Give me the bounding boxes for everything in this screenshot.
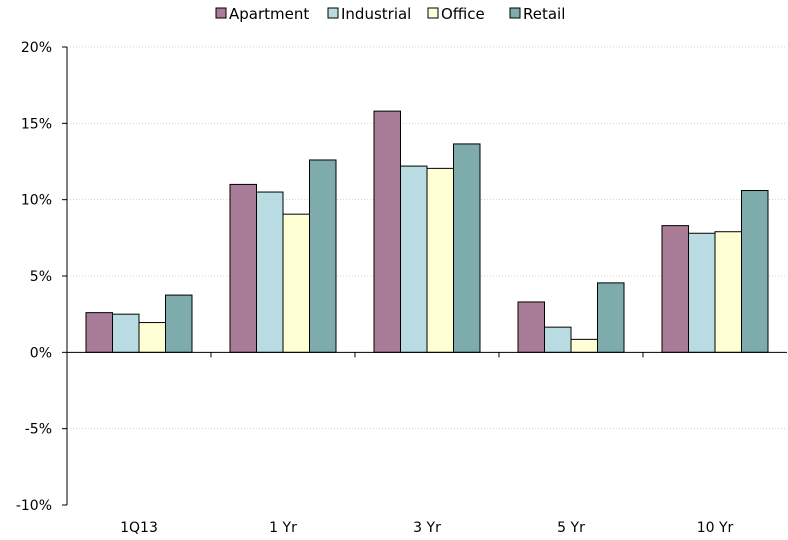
y-tick-label: -5% — [25, 422, 52, 438]
bar-office — [714, 231, 742, 353]
legend-item-industrial: Industrial — [327, 5, 411, 23]
x-tick-label: 3 Yr — [413, 520, 441, 536]
bar-industrial — [400, 165, 428, 353]
bar-office — [282, 213, 310, 353]
bar-office — [426, 167, 454, 353]
bar-apartment — [229, 183, 257, 353]
bar-industrial — [544, 326, 572, 353]
bar-apartment — [373, 110, 401, 353]
legend-swatch — [327, 7, 339, 19]
x-tick-labels: 1Q13 1 Yr 3 Yr 5 Yr 10 Yr — [120, 520, 733, 536]
y-tick-label: 15% — [21, 116, 52, 132]
legend-item-apartment: Apartment — [215, 5, 309, 23]
bar-industrial — [688, 232, 716, 353]
y-tick-label: 20% — [21, 40, 52, 56]
x-tick-label: 1Q13 — [120, 520, 158, 536]
bar-apartment — [85, 312, 113, 353]
bar-retail — [165, 294, 193, 353]
y-tick-labels: 20% 15% 10% 5% 0% -5% -10% — [16, 40, 52, 514]
legend-label: Office — [441, 5, 485, 23]
legend-item-retail: Retail — [509, 5, 565, 23]
x-tick-label: 1 Yr — [269, 520, 297, 536]
bar-industrial — [112, 313, 140, 353]
bar-office — [138, 322, 166, 353]
y-tick-label: 0% — [30, 345, 52, 361]
bar-retail — [309, 159, 337, 353]
bar-apartment — [661, 225, 689, 353]
bars — [85, 110, 769, 353]
bar-retail — [597, 282, 625, 353]
legend-swatch — [509, 7, 521, 19]
legend-label: Industrial — [341, 5, 411, 23]
legend: Apartment Industrial Office Retail — [215, 5, 565, 23]
bar-apartment — [517, 301, 545, 353]
legend-item-office: Office — [427, 5, 485, 23]
bar-retail — [741, 190, 769, 353]
legend-label: Retail — [523, 5, 565, 23]
legend-swatch — [427, 7, 439, 19]
legend-label: Apartment — [229, 5, 309, 23]
bar-retail — [453, 143, 481, 353]
legend-swatch — [215, 7, 227, 19]
x-tick-label: 5 Yr — [557, 520, 585, 536]
bar-office — [570, 338, 598, 353]
y-tick-label: -10% — [16, 498, 52, 514]
y-tick-label: 5% — [30, 269, 52, 285]
bar-industrial — [256, 191, 284, 353]
y-tick-label: 10% — [21, 193, 52, 209]
axes — [62, 46, 787, 506]
x-tick-label: 10 Yr — [697, 520, 734, 536]
